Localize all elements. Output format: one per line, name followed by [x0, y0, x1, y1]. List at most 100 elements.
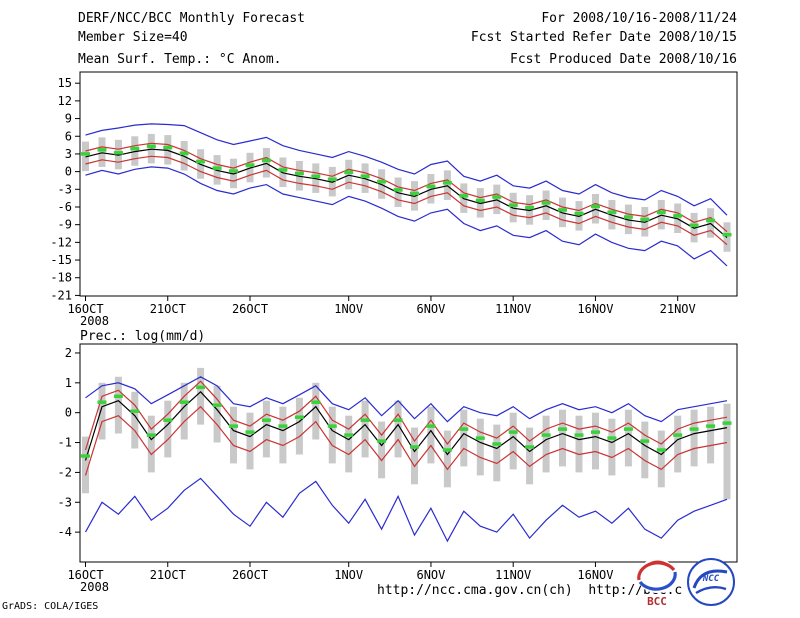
ensemble-spread-bar — [394, 400, 402, 458]
lower-quartile-line — [84, 405, 728, 476]
y-tick-label: 2 — [65, 346, 72, 360]
ensemble-spread-bar — [476, 188, 484, 218]
x-tick-label: 6NOV — [416, 568, 445, 582]
ensemble-spread-bar — [164, 400, 172, 458]
x-tick-label: 21OCT — [150, 302, 186, 316]
x-tick-label: 16OCT — [67, 568, 103, 582]
y-tick-label: -3 — [58, 495, 72, 509]
y-tick-label: -18 — [50, 271, 72, 285]
ensemble-spread-bar — [509, 412, 517, 470]
ensemble-spread-bar — [328, 406, 336, 464]
y-tick-label: 0 — [65, 406, 72, 420]
refer-date: Fcst Started Refer Date 2008/10/15 — [470, 30, 737, 45]
ensemble-spread-bar — [147, 415, 155, 473]
ensemble-spread-bar — [378, 421, 386, 479]
ensemble-spread-bar — [295, 397, 303, 455]
ensemble-spread-bar — [443, 430, 451, 488]
ensemble-max-line — [85, 123, 728, 216]
x-tick-label: 11NOV — [495, 302, 531, 316]
ensemble-spread-bar — [723, 403, 731, 500]
ensemble-spread-bar — [82, 436, 89, 494]
y-tick-label: -3 — [58, 182, 72, 196]
ncc-logo-swirl-bottom — [695, 586, 727, 595]
ensemble-spread-bar — [131, 391, 139, 449]
bcc-logo-label: BCC — [647, 595, 667, 607]
x-tick-label: 1NOV — [334, 568, 363, 582]
footer-logos: BCC NCC — [633, 557, 736, 607]
y-tick-label: -9 — [58, 218, 72, 232]
bcc-logo-background — [637, 559, 677, 593]
ncc-logo-swirl-top — [692, 569, 728, 589]
ensemble-spread-bar — [345, 159, 353, 190]
ensemble-mean-line — [85, 148, 728, 239]
x-tick-year-label: 2008 — [80, 580, 109, 594]
ensemble-spread-bar — [608, 418, 616, 476]
y-tick-label: -21 — [50, 288, 72, 302]
lower-quartile-line — [85, 155, 728, 246]
y-tick-label: 0 — [65, 165, 72, 179]
bcc-logo: BCC — [637, 559, 677, 607]
upper-quartile-line — [85, 142, 728, 233]
ensemble-spread-bar — [246, 412, 254, 470]
ensemble-spread-bar — [411, 427, 418, 485]
y-tick-label: 1 — [65, 376, 72, 390]
y-tick-label: 6 — [65, 129, 72, 143]
ensemble-spread-bar — [262, 148, 270, 178]
y-tick-label: -2 — [58, 465, 72, 479]
ensemble-spread-bar — [98, 137, 106, 167]
x-tick-year-label: 2008 — [80, 314, 109, 328]
header-row-1: DERF/NCC/BCC Monthly Forecast For 2008/1… — [78, 11, 737, 26]
grads-credit: GrADS: COLA/IGES — [2, 601, 99, 612]
ensemble-spread-bar — [180, 382, 188, 440]
ensemble-spread-bar — [592, 412, 599, 470]
ensemble-spread-bar — [690, 409, 698, 467]
produced-date: Fcst Produced Date 2008/10/16 — [510, 52, 737, 67]
y-tick-label: 3 — [65, 147, 72, 161]
ensemble-spread-bar — [624, 409, 632, 467]
ensemble-spread-bar — [213, 385, 221, 443]
ensemble-spread-bar — [262, 400, 270, 458]
y-tick-label: 15 — [58, 76, 72, 90]
x-tick-label: 21NOV — [660, 302, 696, 316]
y-tick-label: -15 — [50, 253, 72, 267]
ensemble-spread-bar — [624, 204, 632, 235]
y-tick-label: 9 — [65, 112, 72, 126]
ensemble-spread-bar — [657, 430, 665, 488]
ensemble-spread-bar — [427, 406, 435, 464]
ensemble-spread-bar — [707, 406, 715, 464]
x-tick-label: 11NOV — [495, 568, 531, 582]
y-tick-label: -1 — [58, 436, 72, 450]
member-size: Member Size=40 — [78, 30, 188, 45]
x-tick-label: 26OCT — [232, 568, 268, 582]
ensemble-spread-bar — [460, 409, 468, 467]
upper-quartile-line — [84, 380, 728, 451]
y-tick-label: 12 — [58, 94, 72, 108]
header-row-3: Mean Surf. Temp.: °C Anom. Fcst Produced… — [78, 52, 737, 67]
ensemble-min-line — [85, 166, 728, 267]
ncc-logo: NCC — [687, 558, 735, 606]
x-tick-label: 6NOV — [416, 302, 445, 316]
temp-chart-title: Mean Surf. Temp.: °C Anom. — [78, 52, 282, 67]
ensemble-spread-bar — [443, 170, 451, 200]
x-tick-label: 1NOV — [334, 302, 363, 316]
y-tick-label: -12 — [50, 235, 72, 249]
ensemble-spread-bar — [575, 415, 583, 473]
ensemble-spread-bar — [98, 382, 106, 440]
ensemble-spread-bar — [197, 367, 205, 425]
ensemble-spread-bar — [559, 409, 566, 467]
bcc-logo-blue-swirl — [638, 571, 677, 591]
x-tick-label: 21OCT — [150, 568, 186, 582]
ensemble-spread-bar — [114, 376, 122, 434]
ensemble-spread-bar — [279, 406, 287, 464]
ncc-logo-label: NCC — [702, 574, 720, 584]
ensemble-min-line — [84, 477, 728, 543]
x-tick-label: 16NOV — [577, 302, 613, 316]
x-tick-label: 26OCT — [232, 302, 268, 316]
ensemble-spread-bar — [230, 406, 237, 464]
header-row-2: Member Size=40 Fcst Started Refer Date 2… — [78, 30, 737, 45]
plot-frame — [79, 343, 738, 563]
plot-frame — [79, 71, 738, 297]
